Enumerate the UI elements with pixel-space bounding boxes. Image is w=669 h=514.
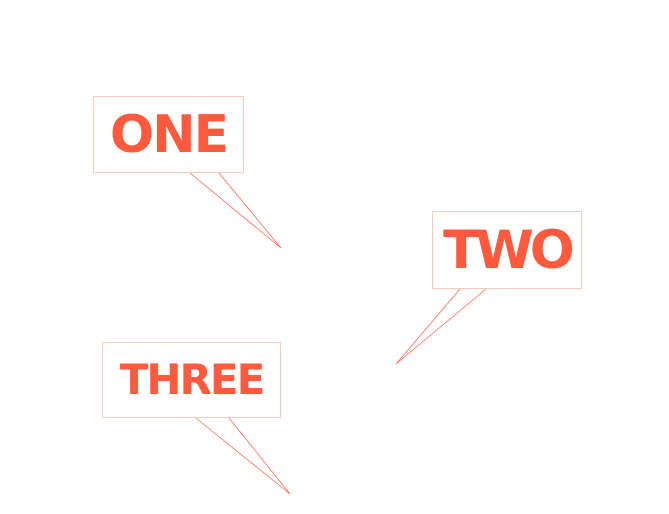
callout-two-pointer	[395, 288, 487, 365]
callout-one-pointer	[189, 172, 282, 249]
callout-one-box: ONE	[93, 96, 244, 173]
callout-three-pointer	[195, 417, 291, 495]
callout-three-label: THREE	[119, 355, 266, 404]
callout-one-label: ONE	[109, 104, 229, 165]
callout-three-box: THREE	[102, 342, 281, 418]
callout-two-box: TWO	[432, 211, 582, 289]
callout-two-label: TWO	[443, 219, 575, 281]
